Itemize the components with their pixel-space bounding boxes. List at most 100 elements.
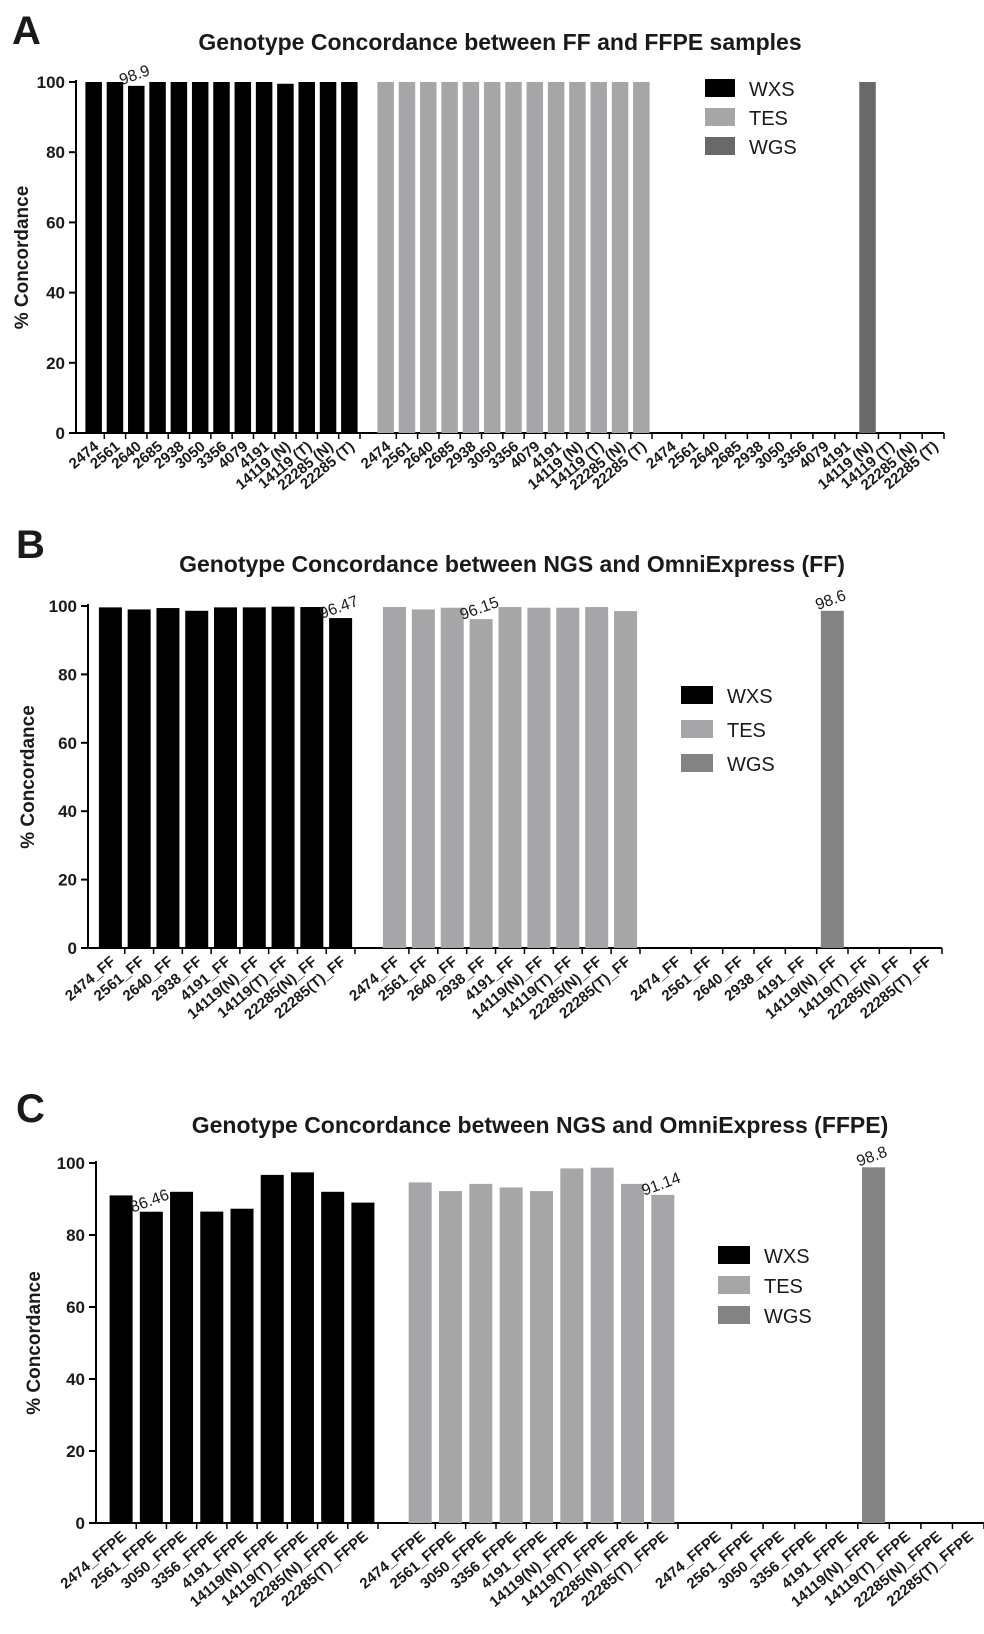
legend-swatch-tes bbox=[681, 720, 713, 738]
bar-tes bbox=[633, 82, 650, 433]
y-tick-label: 80 bbox=[46, 143, 65, 162]
chart-title: Genotype Concordance between FF and FFPE… bbox=[198, 29, 801, 55]
y-tick-label: 100 bbox=[57, 1154, 85, 1173]
bar-wxs bbox=[106, 82, 124, 433]
chart-title: Genotype Concordance between NGS and Omn… bbox=[192, 1112, 889, 1138]
y-tick-label: 60 bbox=[58, 734, 77, 753]
bar-tes bbox=[585, 607, 609, 948]
y-tick-label: 40 bbox=[46, 284, 65, 303]
y-tick-label: 20 bbox=[58, 871, 77, 890]
y-axis-label: % Concordance bbox=[12, 186, 33, 330]
bar-tes bbox=[469, 619, 493, 948]
bar-tes bbox=[505, 82, 522, 433]
bar-tes bbox=[526, 82, 544, 433]
bar-wxs bbox=[277, 83, 294, 433]
bar-wxs bbox=[329, 618, 353, 948]
legend-swatch-wxs bbox=[718, 1246, 750, 1264]
bar-tes bbox=[382, 607, 406, 948]
bar-tes bbox=[651, 1194, 675, 1523]
bar-wxs bbox=[351, 1202, 375, 1523]
bar-tes bbox=[441, 82, 458, 433]
legend-swatch-wgs bbox=[718, 1306, 750, 1324]
bar-wxs bbox=[290, 1172, 314, 1523]
bar-wxs bbox=[128, 85, 145, 434]
bar-tes bbox=[398, 82, 416, 433]
bar-tes bbox=[462, 82, 480, 433]
bar-wxs bbox=[213, 82, 230, 433]
bar-tes bbox=[611, 82, 629, 433]
y-tick-label: 100 bbox=[37, 73, 65, 92]
bar-wxs bbox=[341, 82, 358, 433]
bar-wgs bbox=[820, 610, 844, 948]
chart-title: Genotype Concordance between NGS and Omn… bbox=[179, 551, 845, 577]
legend-swatch-wgs bbox=[705, 137, 735, 155]
legend-label: WXS bbox=[764, 1246, 810, 1268]
y-tick-label: 0 bbox=[68, 939, 77, 958]
data-label: 98.9 bbox=[117, 62, 152, 89]
bar-tes bbox=[569, 82, 586, 433]
bar-wxs bbox=[242, 607, 266, 948]
chart-panel-c: C Genotype Concordance between NGS and Om… bbox=[16, 1087, 984, 1611]
bar-wxs bbox=[139, 1211, 163, 1523]
bar-wxs bbox=[85, 82, 102, 433]
legend-label: WGS bbox=[764, 1306, 812, 1328]
panel-letter: A bbox=[12, 9, 41, 53]
bar-wxs bbox=[234, 82, 252, 433]
bar-wxs bbox=[156, 608, 180, 948]
bar-tes bbox=[420, 82, 437, 433]
bar-wxs bbox=[255, 82, 273, 433]
bar-wgs bbox=[859, 82, 876, 433]
bar-wxs bbox=[170, 82, 188, 433]
bar-tes bbox=[440, 607, 464, 948]
bar-tes bbox=[439, 1191, 462, 1523]
bar-tes bbox=[556, 607, 580, 948]
chart-panel-a: A Genotype Concordance between FF and FFP… bbox=[12, 9, 945, 494]
data-label: 98.8 bbox=[854, 1144, 889, 1171]
legend-label: WXS bbox=[749, 79, 795, 101]
legend-label: TES bbox=[764, 1276, 803, 1298]
legend-label: TES bbox=[727, 720, 766, 742]
legend-swatch-wxs bbox=[705, 79, 735, 97]
panel-letter: B bbox=[16, 523, 45, 567]
bar-wxs bbox=[260, 1174, 284, 1523]
bar-wxs bbox=[109, 1195, 133, 1523]
y-tick-label: 40 bbox=[58, 802, 77, 821]
bar-wxs bbox=[127, 609, 151, 948]
legend-label: WGS bbox=[727, 754, 775, 776]
bar-wxs bbox=[300, 607, 324, 948]
legend: WXS TES WGS bbox=[718, 1246, 812, 1328]
bar-wxs bbox=[321, 1191, 345, 1523]
bar-wxs bbox=[200, 1211, 224, 1523]
bar-tes bbox=[547, 82, 565, 433]
bar-wxs bbox=[230, 1208, 254, 1523]
y-axis-label: % Concordance bbox=[24, 1271, 45, 1415]
bar-tes bbox=[411, 609, 435, 948]
legend-label: TES bbox=[749, 108, 788, 130]
bar-wxs bbox=[319, 82, 337, 433]
y-tick-label: 80 bbox=[58, 665, 77, 684]
bar-tes bbox=[530, 1191, 553, 1523]
bar-tes bbox=[560, 1168, 584, 1523]
legend-swatch-wgs bbox=[681, 754, 713, 772]
legend-label: WXS bbox=[727, 686, 773, 708]
bar-wxs bbox=[298, 82, 315, 433]
bar-wxs bbox=[191, 82, 209, 433]
bar-wxs bbox=[98, 607, 122, 948]
y-tick-label: 0 bbox=[56, 424, 65, 443]
legend: WXS TES WGS bbox=[681, 686, 775, 776]
legend-swatch-tes bbox=[705, 108, 735, 126]
y-axis-label: % Concordance bbox=[18, 705, 39, 849]
legend-swatch-wxs bbox=[681, 686, 713, 704]
bar-tes bbox=[408, 1182, 432, 1523]
bar-tes bbox=[499, 1187, 523, 1523]
bar-tes bbox=[590, 1167, 614, 1523]
bar-wxs bbox=[185, 610, 209, 948]
bar-wxs bbox=[214, 607, 237, 948]
legend-label: WGS bbox=[749, 137, 797, 159]
bar-wgs bbox=[862, 1167, 886, 1523]
bar-tes bbox=[527, 607, 551, 948]
y-tick-label: 40 bbox=[66, 1370, 85, 1389]
data-label: 98.6 bbox=[813, 587, 848, 614]
y-tick-label: 100 bbox=[49, 597, 77, 616]
